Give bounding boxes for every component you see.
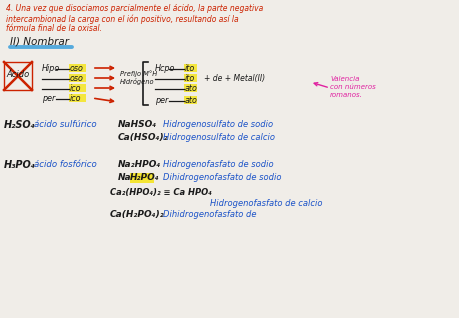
Text: + de + Metal(II): + de + Metal(II) (203, 74, 264, 83)
Text: Prefijo M°H: Prefijo M°H (120, 70, 157, 77)
Text: Na₂HPO₄: Na₂HPO₄ (118, 160, 161, 169)
Text: ico: ico (70, 94, 81, 103)
FancyBboxPatch shape (69, 74, 86, 82)
Text: ácido fosfórico: ácido fosfórico (34, 160, 96, 169)
FancyBboxPatch shape (69, 94, 86, 102)
Text: Ca₂(HPO₄)₂ ≡ Ca HPO₄: Ca₂(HPO₄)₂ ≡ Ca HPO₄ (110, 188, 212, 197)
Text: ito: ito (185, 74, 195, 83)
Text: ato: ato (185, 96, 197, 105)
Text: H₂PO₄: H₂PO₄ (130, 173, 159, 182)
Text: per: per (42, 94, 55, 103)
Text: Hcpo: Hcpo (155, 64, 175, 73)
Text: Hidrogenosulfato de sodio: Hidrogenosulfato de sodio (162, 120, 273, 129)
Text: Hidrogenofasfato de sodio: Hidrogenofasfato de sodio (162, 160, 273, 169)
Text: oso: oso (70, 64, 84, 73)
Text: Dihidrogenofasfato de sodio: Dihidrogenofasfato de sodio (162, 173, 281, 182)
FancyBboxPatch shape (69, 64, 86, 72)
FancyBboxPatch shape (184, 96, 196, 104)
Text: ito: ito (185, 64, 195, 73)
Text: II) Nombrar: II) Nombrar (10, 36, 69, 46)
FancyBboxPatch shape (184, 84, 196, 92)
FancyBboxPatch shape (69, 84, 86, 92)
Text: Ca(H₂PO₄)₂: Ca(H₂PO₄)₂ (110, 210, 164, 219)
Text: Ca(HSO₄)₂: Ca(HSO₄)₂ (118, 133, 168, 142)
Text: ácido sulfúrico: ácido sulfúrico (34, 120, 96, 129)
Text: NaHSO₄: NaHSO₄ (118, 120, 157, 129)
Text: Hidrógeno: Hidrógeno (120, 78, 154, 85)
Text: romanos.: romanos. (329, 92, 362, 98)
Text: 4. Una vez que disociamos parcialmente el ácido, la parte negativa: 4. Una vez que disociamos parcialmente e… (6, 4, 263, 13)
Text: ato: ato (185, 84, 197, 93)
Text: H₃PO₄: H₃PO₄ (4, 160, 36, 170)
Text: fórmula final de la oxisal.: fórmula final de la oxisal. (6, 24, 102, 33)
Text: H₂SO₄: H₂SO₄ (4, 120, 36, 130)
Text: intercambionad la carga con el ión positivo, resultando así la: intercambionad la carga con el ión posit… (6, 14, 238, 24)
Text: Dihidrogenofasfato de: Dihidrogenofasfato de (162, 210, 256, 219)
Text: Hidrogenofasfato de calcio: Hidrogenofasfato de calcio (210, 199, 322, 208)
Text: con números: con números (329, 84, 375, 90)
Text: Hidrogenosulfato de calcio: Hidrogenosulfato de calcio (162, 133, 274, 142)
FancyBboxPatch shape (130, 173, 154, 183)
Text: Ácido: Ácido (6, 70, 29, 79)
Text: ico: ico (70, 84, 81, 93)
Text: Hipo: Hipo (42, 64, 60, 73)
Text: Na: Na (118, 173, 131, 182)
FancyBboxPatch shape (184, 64, 196, 72)
Bar (4, 62, 32, 90)
FancyBboxPatch shape (184, 74, 196, 82)
Text: per: per (155, 96, 168, 105)
Text: oso: oso (70, 74, 84, 83)
Text: Valencia: Valencia (329, 76, 358, 82)
